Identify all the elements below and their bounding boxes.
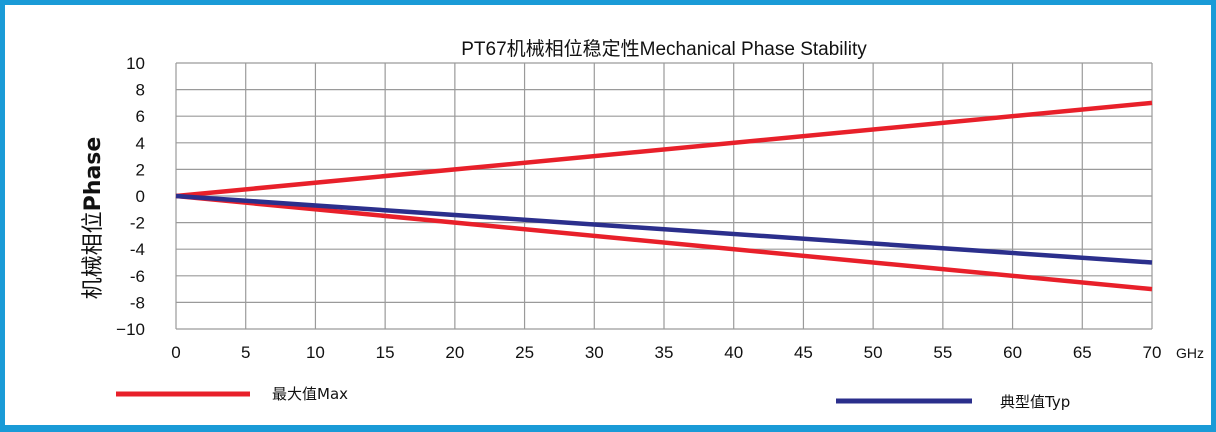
y-tick-label: 2 [136, 160, 145, 179]
x-tick-label: 35 [655, 343, 674, 362]
y-tick-labels: 10 8 6 4 2 0 -2 -4 -6 -8 −10 [116, 54, 145, 339]
x-tick-label: 45 [794, 343, 813, 362]
y-tick-label: -4 [130, 240, 145, 259]
x-tick-label: 50 [864, 343, 883, 362]
y-tick-label: 6 [136, 107, 145, 126]
y-tick-label: -8 [130, 293, 145, 312]
x-tick-label: 30 [585, 343, 604, 362]
y-axis-label: 机械相位Phase [81, 137, 106, 300]
grid [175, 62, 1153, 330]
y-axis-label-cn: 机械相位 [81, 211, 106, 299]
x-tick-label: 5 [241, 343, 250, 362]
x-tick-label: 70 [1143, 343, 1162, 362]
y-tick-label: -6 [130, 267, 145, 286]
chart-title: PT67机械相位稳定性Mechanical Phase Stability [461, 38, 867, 60]
y-tick-label: 8 [136, 81, 145, 100]
x-tick-label: 15 [376, 343, 395, 362]
y-tick-label: 10 [126, 54, 145, 73]
series-line-max [175, 100, 1153, 199]
series-line-typ [175, 193, 1153, 265]
series-layer [175, 100, 1153, 292]
legend-typ-label: 典型值Typ [1000, 393, 1070, 411]
x-tick-label: 55 [933, 343, 952, 362]
x-tick-labels: 0 5 10 15 20 25 30 35 40 45 50 55 60 65 70 [171, 343, 1161, 362]
y-tick-label: -2 [130, 214, 145, 233]
x-tick-label: 0 [171, 343, 180, 362]
legend-max-label: 最大值Max [272, 385, 348, 403]
x-tick-label: 65 [1073, 343, 1092, 362]
x-unit-label: GHz [1176, 345, 1204, 361]
x-tick-label: 10 [306, 343, 325, 362]
series-line-max [175, 193, 1153, 292]
x-tick-label: 60 [1003, 343, 1022, 362]
x-tick-label: 20 [445, 343, 464, 362]
y-tick-label: −10 [116, 320, 145, 339]
y-axis-label-en: Phase [81, 137, 106, 212]
x-tick-label: 25 [515, 343, 534, 362]
legend: 最大值Max 典型值Typ [116, 385, 1070, 411]
y-tick-label: 0 [136, 187, 145, 206]
y-tick-label: 4 [136, 134, 145, 153]
x-tick-label: 40 [724, 343, 743, 362]
